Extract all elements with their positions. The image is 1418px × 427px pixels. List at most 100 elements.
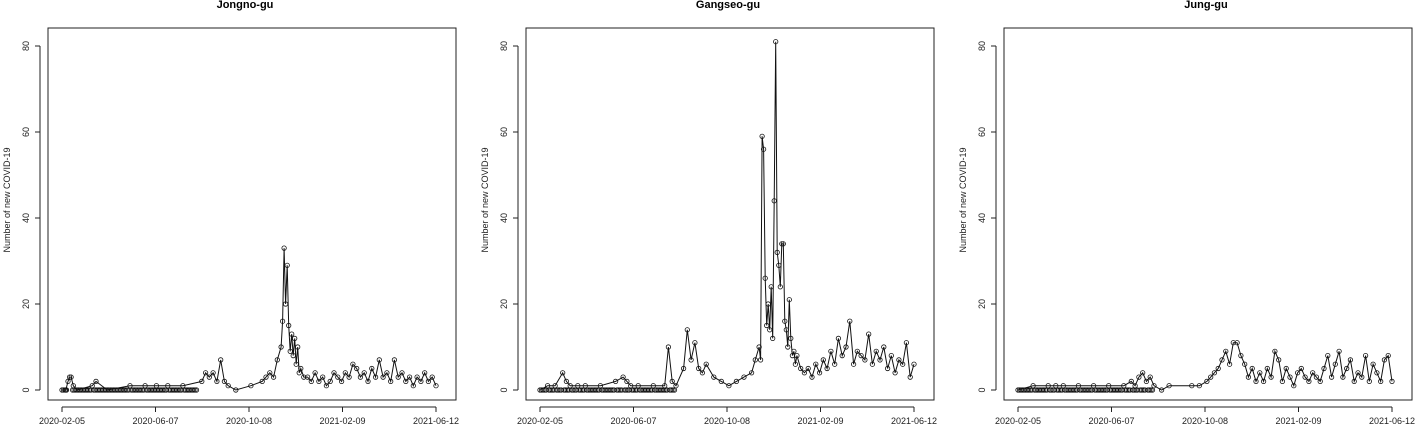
data-point bbox=[316, 378, 322, 384]
data-point bbox=[832, 361, 838, 367]
x-tick-label: 2021-06-12 bbox=[413, 416, 459, 426]
data-point bbox=[547, 387, 554, 393]
data-point bbox=[1159, 387, 1165, 393]
data-point bbox=[1196, 383, 1202, 389]
data-point bbox=[286, 322, 292, 329]
data-point bbox=[1075, 383, 1082, 389]
data-point bbox=[165, 383, 171, 389]
data-point bbox=[331, 370, 337, 376]
data-point bbox=[813, 361, 819, 367]
data-point bbox=[582, 383, 588, 389]
y-axis: 0 20 40 60 80 bbox=[977, 41, 997, 393]
data-point bbox=[835, 335, 842, 341]
data-point bbox=[764, 322, 770, 329]
data-point bbox=[696, 365, 702, 372]
data-point bbox=[854, 348, 860, 354]
data-point bbox=[570, 387, 576, 393]
data-point bbox=[68, 374, 74, 380]
data-point bbox=[792, 361, 799, 367]
data-point bbox=[782, 318, 788, 324]
data-point bbox=[741, 374, 747, 380]
data-point bbox=[1143, 378, 1150, 384]
y-tick-label: 80 bbox=[21, 41, 31, 51]
data-point bbox=[612, 378, 619, 384]
y-tick-label: 60 bbox=[21, 127, 31, 137]
data-point bbox=[780, 241, 786, 247]
chart-title: Jongno-gu bbox=[217, 0, 274, 11]
data-point bbox=[180, 383, 186, 389]
data-point bbox=[206, 374, 212, 380]
data-point bbox=[703, 361, 709, 367]
data-point bbox=[862, 357, 868, 363]
data-point bbox=[338, 378, 345, 384]
data-point bbox=[1121, 383, 1127, 389]
data-point bbox=[1329, 374, 1335, 380]
data-point bbox=[287, 348, 293, 354]
data-point bbox=[1189, 383, 1195, 389]
data-point bbox=[290, 352, 296, 359]
y-tick-label: 40 bbox=[499, 213, 509, 223]
data-point bbox=[1261, 378, 1267, 384]
data-point bbox=[60, 387, 67, 393]
chart-title: Gangseo-gu bbox=[696, 0, 760, 11]
data-point bbox=[395, 374, 401, 380]
data-point bbox=[350, 361, 356, 367]
data-point bbox=[1060, 383, 1066, 389]
data-point bbox=[312, 370, 318, 376]
data-point bbox=[668, 387, 675, 393]
data-point bbox=[801, 370, 808, 376]
data-point bbox=[1336, 348, 1342, 354]
x-axis: 2020-02-05 2020-06-07 2020-10-08 2021-02-09… bbox=[39, 406, 459, 426]
data-point bbox=[210, 370, 216, 376]
data-point bbox=[692, 340, 698, 346]
data-point bbox=[896, 357, 902, 363]
data-point bbox=[410, 383, 416, 389]
data-point bbox=[1056, 387, 1062, 393]
chart-panel-gangseo: Gangseo-gu Number of new COVID-19 0 20 40 6… bbox=[480, 0, 937, 426]
data-point bbox=[788, 335, 794, 341]
data-point bbox=[537, 387, 543, 393]
data-point bbox=[726, 383, 732, 389]
data-point bbox=[1370, 361, 1376, 367]
y-tick-label: 20 bbox=[977, 299, 987, 309]
x-tick-label: 2020-06-07 bbox=[132, 416, 178, 426]
data-point bbox=[1378, 378, 1384, 384]
data-point bbox=[1381, 357, 1388, 363]
data-point bbox=[1136, 374, 1142, 380]
data-point bbox=[635, 383, 641, 389]
data-point bbox=[1106, 383, 1112, 389]
data-point bbox=[662, 383, 668, 389]
data-point bbox=[63, 387, 69, 393]
y-tick-label: 60 bbox=[977, 127, 987, 137]
data-point bbox=[907, 374, 913, 380]
data-point bbox=[298, 365, 304, 372]
data-point bbox=[1148, 387, 1154, 393]
data-point bbox=[1347, 357, 1354, 363]
chart-title: Jung-gu bbox=[1184, 0, 1227, 11]
data-point bbox=[759, 133, 765, 139]
data-point bbox=[824, 365, 830, 372]
data-point bbox=[771, 198, 777, 204]
data-point bbox=[757, 357, 764, 363]
data-point bbox=[1015, 387, 1021, 393]
data-point bbox=[214, 378, 220, 384]
data-point bbox=[1151, 383, 1157, 389]
data-point bbox=[850, 361, 857, 367]
data-point bbox=[1215, 365, 1221, 372]
data-point bbox=[384, 370, 390, 376]
data-point bbox=[866, 331, 872, 337]
data-point bbox=[1283, 365, 1289, 372]
data-point bbox=[1272, 348, 1278, 354]
data-point bbox=[881, 344, 887, 350]
data-point bbox=[624, 378, 630, 384]
data-point bbox=[1325, 352, 1331, 359]
data-point bbox=[65, 378, 71, 384]
data-point bbox=[203, 370, 209, 376]
series-line bbox=[539, 41, 915, 391]
data-point bbox=[418, 378, 424, 384]
data-point bbox=[773, 39, 779, 45]
data-point bbox=[1253, 378, 1259, 384]
chart-panel-jung: Jung-gu Number of new COVID-19 0 20 40 60 80… bbox=[958, 0, 1415, 426]
data-point bbox=[414, 374, 420, 380]
